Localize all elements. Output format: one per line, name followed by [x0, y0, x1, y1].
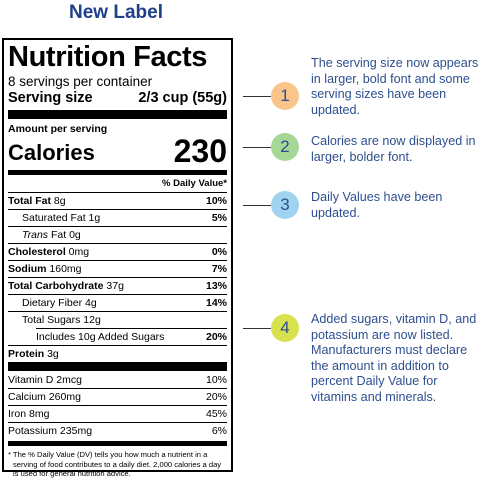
- nutrition-facts-label: Nutrition Facts 8 servings per container…: [2, 38, 233, 478]
- nutrient-name: Total Sugars 12g: [22, 314, 101, 326]
- servings-per-container: 8 servings per container: [8, 74, 153, 89]
- connector-line-3: [243, 205, 271, 206]
- nutrient-row-saturated-fat: Saturated Fat 1g 5%: [8, 209, 227, 226]
- vitamin-row-calcium: Calcium 260mg 20%: [8, 388, 227, 405]
- nutrient-percent: 20%: [205, 330, 227, 343]
- serving-size-value: 2/3 cup (55g): [138, 90, 227, 106]
- amount-per-serving: Amount per serving: [8, 123, 108, 135]
- nutrient-name: Protein: [8, 348, 45, 360]
- vitamin-percent: 20%: [205, 391, 227, 403]
- callout-number-2: 2: [271, 133, 299, 161]
- vitamin-row-iron: Iron 8mg 45%: [8, 405, 227, 422]
- nutrient-amount: 3g: [44, 348, 59, 360]
- nutrient-percent: 5%: [211, 212, 227, 224]
- vitamin-row-vitamin-d: Vitamin D 2mcg 10%: [8, 371, 227, 388]
- nutrient-name: Total Carbohydrate: [8, 280, 104, 292]
- vitamin-percent: 10%: [205, 373, 227, 386]
- nutrient-percent: 13%: [205, 280, 227, 292]
- callout-number-1: 1: [271, 82, 299, 110]
- nutrient-name-italic: Trans: [22, 229, 49, 241]
- vitamin-percent: 45%: [205, 408, 227, 420]
- vitamin-name: Potassium 235mg: [8, 425, 93, 437]
- nutrient-row-total-sugars: Total Sugars 12g: [8, 311, 227, 328]
- thick-divider: [8, 110, 227, 119]
- nutrient-name: Cholesterol: [8, 246, 66, 258]
- note-added-nutrients: Added sugars, vitamin D, and potassium a…: [311, 312, 477, 404]
- medium-divider: [8, 170, 227, 175]
- thick-divider: [8, 362, 227, 371]
- nutrient-amount: 0mg: [65, 246, 90, 258]
- nutrient-amount: Fat 0g: [48, 229, 81, 241]
- nutrient-row-trans-fat: Trans Fat 0g: [8, 226, 227, 243]
- nutrient-name: Dietary Fiber 4g: [22, 297, 97, 309]
- note-serving-size: The serving size now appears in larger, …: [311, 56, 479, 117]
- connector-line-2: [243, 147, 271, 148]
- callout-number-label: 1: [280, 86, 290, 105]
- nutrient-name: Sodium: [8, 263, 47, 275]
- nutrient-percent: 14%: [205, 297, 227, 309]
- calories-value: 230: [173, 133, 227, 169]
- nutrient-amount: 8g: [50, 195, 66, 207]
- nutrient-percent: 10%: [205, 195, 227, 207]
- vitamin-name: Calcium 260mg: [8, 391, 81, 403]
- connector-line-4: [243, 328, 271, 329]
- vitamin-percent: 6%: [211, 425, 227, 437]
- note-daily-values: Daily Values have been updated.: [311, 190, 443, 220]
- callout-number-3: 3: [271, 191, 299, 219]
- callout-number-label: 4: [280, 318, 290, 337]
- nutrient-row-cholesterol: Cholesterol 0mg 0%: [8, 243, 227, 260]
- nutrient-percent: 0%: [211, 246, 227, 258]
- nutrient-row-protein: Protein 3g: [8, 345, 227, 362]
- nutrient-amount: 160mg: [46, 263, 82, 275]
- daily-value-header: % Daily Value*: [162, 178, 227, 189]
- connector-line-1: [243, 96, 271, 97]
- serving-size-row: Serving size 2/3 cup (55g): [8, 89, 227, 107]
- serving-size-label: Serving size: [8, 90, 93, 106]
- callout-number-label: 3: [280, 195, 290, 214]
- note-calories: Calories are now displayed in larger, bo…: [311, 134, 476, 164]
- vitamin-name: Iron 8mg: [8, 408, 50, 420]
- page-title: New Label: [69, 2, 163, 23]
- calories-label: Calories: [8, 140, 95, 165]
- nutrient-row-sodium: Sodium 160mg 7%: [8, 260, 227, 277]
- footnote: * The % Daily Value (DV) tells you how m…: [8, 450, 222, 479]
- nutrient-row-dietary-fiber: Dietary Fiber 4g 14%: [8, 294, 227, 311]
- nutrient-name: Includes 10g Added Sugars: [36, 330, 165, 343]
- calories-row: Calories 230: [8, 135, 227, 167]
- nutrient-name: Saturated Fat 1g: [22, 212, 101, 224]
- nutrient-row-added-sugars: Includes 10g Added Sugars 20%: [8, 328, 227, 345]
- label-heading: Nutrition Facts: [8, 41, 207, 73]
- nutrient-row-total-fat: Total Fat 8g 10%: [8, 192, 227, 209]
- nutrient-row-total-carbohydrate: Total Carbohydrate 37g 13%: [8, 277, 227, 294]
- vitamin-row-potassium: Potassium 235mg 6%: [8, 422, 227, 439]
- medium-divider: [8, 441, 227, 446]
- vitamin-name: Vitamin D 2mcg: [8, 373, 82, 386]
- nutrient-name: Total Fat: [8, 195, 51, 207]
- callout-number-4: 4: [271, 314, 299, 342]
- nutrient-percent: 7%: [211, 263, 227, 275]
- nutrient-amount: 37g: [103, 280, 124, 292]
- callout-number-label: 2: [280, 137, 290, 156]
